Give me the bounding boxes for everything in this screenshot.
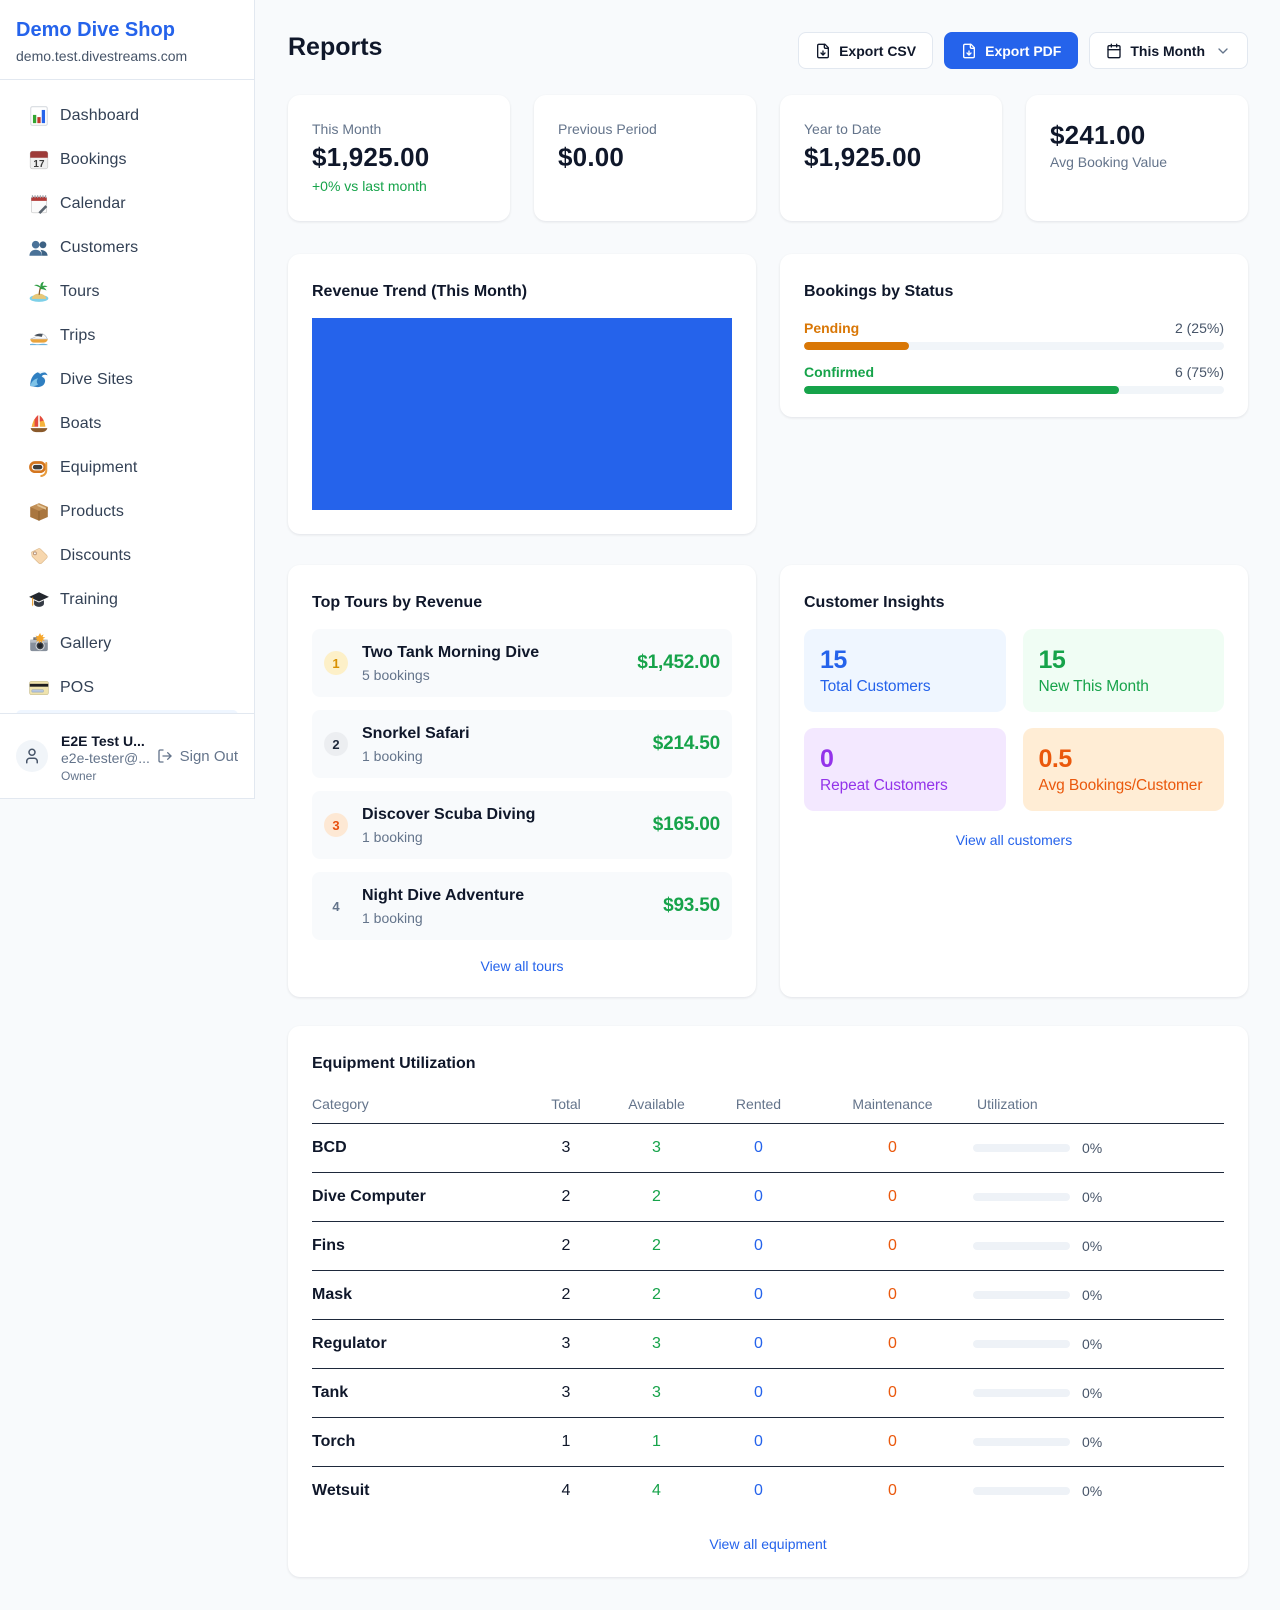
svg-text:17: 17	[33, 159, 45, 170]
